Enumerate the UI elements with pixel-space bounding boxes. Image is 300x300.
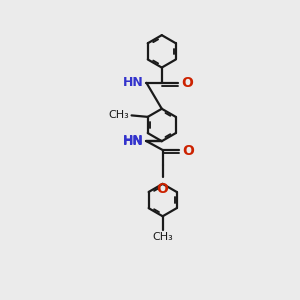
Text: O: O: [182, 76, 194, 91]
Text: CH₃: CH₃: [109, 110, 129, 120]
Text: HN: HN: [123, 134, 143, 147]
Text: O: O: [182, 144, 194, 158]
Text: O: O: [157, 182, 169, 196]
Text: CH₃: CH₃: [152, 232, 173, 242]
Text: HN: HN: [123, 135, 144, 148]
Text: HN: HN: [123, 76, 144, 89]
